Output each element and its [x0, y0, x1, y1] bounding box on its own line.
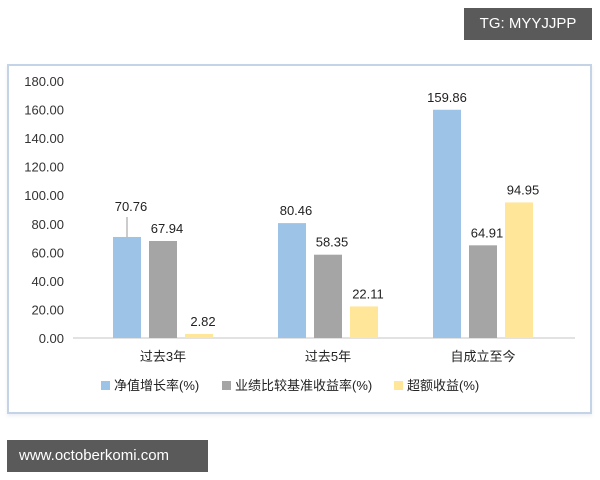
y-tick-label: 140.00	[24, 131, 64, 146]
y-tick-label: 60.00	[31, 245, 64, 260]
legend-label-1: 净值增长率(%)	[114, 378, 199, 393]
bar-chart: 0.00 20.00 40.00 60.00 80.00 100.00 120.00 140.…	[24, 74, 575, 393]
x-category-label: 过去3年	[140, 349, 186, 364]
y-tick-label: 0.00	[39, 331, 64, 346]
y-tick-label: 100.00	[24, 188, 64, 203]
legend-swatch-2	[222, 381, 231, 390]
data-label: 58.35	[316, 235, 349, 250]
bar-2-1	[149, 240, 177, 338]
y-tick-label: 80.00	[31, 217, 64, 232]
y-tick-label: 180.00	[24, 74, 64, 89]
legend-label-2: 业绩比较基准收益率(%)	[235, 378, 372, 393]
data-label: 80.46	[280, 203, 313, 218]
legend-swatch-3	[394, 381, 403, 390]
y-axis: 0.00 20.00 40.00 60.00 80.00 100.00 120.00 140.…	[24, 74, 64, 346]
data-label: 2.82	[190, 314, 215, 329]
bar-1-1	[113, 236, 141, 338]
bar-1-2	[278, 223, 306, 338]
bar-3-3	[505, 202, 533, 338]
y-tick-label: 20.00	[31, 302, 64, 317]
data-label: 159.86	[427, 90, 467, 105]
data-label: 70.76	[115, 199, 148, 214]
bar-3-1	[185, 333, 213, 338]
bar-3-2	[350, 306, 378, 338]
legend-label-3: 超额收益(%)	[407, 378, 479, 393]
data-label: 22.11	[352, 286, 384, 301]
watermark-tg: TG: MYYJJPP	[464, 8, 592, 40]
y-tick-label: 160.00	[24, 103, 64, 118]
chart-frame: 0.00 20.00 40.00 60.00 80.00 100.00 120.00 140.…	[7, 64, 592, 414]
bar-2-3	[469, 245, 497, 338]
legend-swatch-1	[101, 381, 110, 390]
y-tick-label: 120.00	[24, 160, 64, 175]
data-label: 64.91	[471, 225, 504, 240]
y-tick-label: 40.00	[31, 274, 64, 289]
bar-1-3	[433, 109, 461, 338]
x-axis-labels: 过去3年 过去5年 自成立至今	[140, 349, 516, 364]
legend: 净值增长率(%) 业绩比较基准收益率(%) 超额收益(%)	[101, 378, 479, 393]
x-category-label: 自成立至今	[450, 349, 515, 364]
data-label: 67.94	[151, 221, 184, 236]
watermark-website: www.octoberkomi.com	[7, 440, 208, 472]
bar-2-2	[314, 254, 342, 338]
x-category-label: 过去5年	[305, 349, 351, 364]
data-label: 94.95	[507, 182, 540, 197]
